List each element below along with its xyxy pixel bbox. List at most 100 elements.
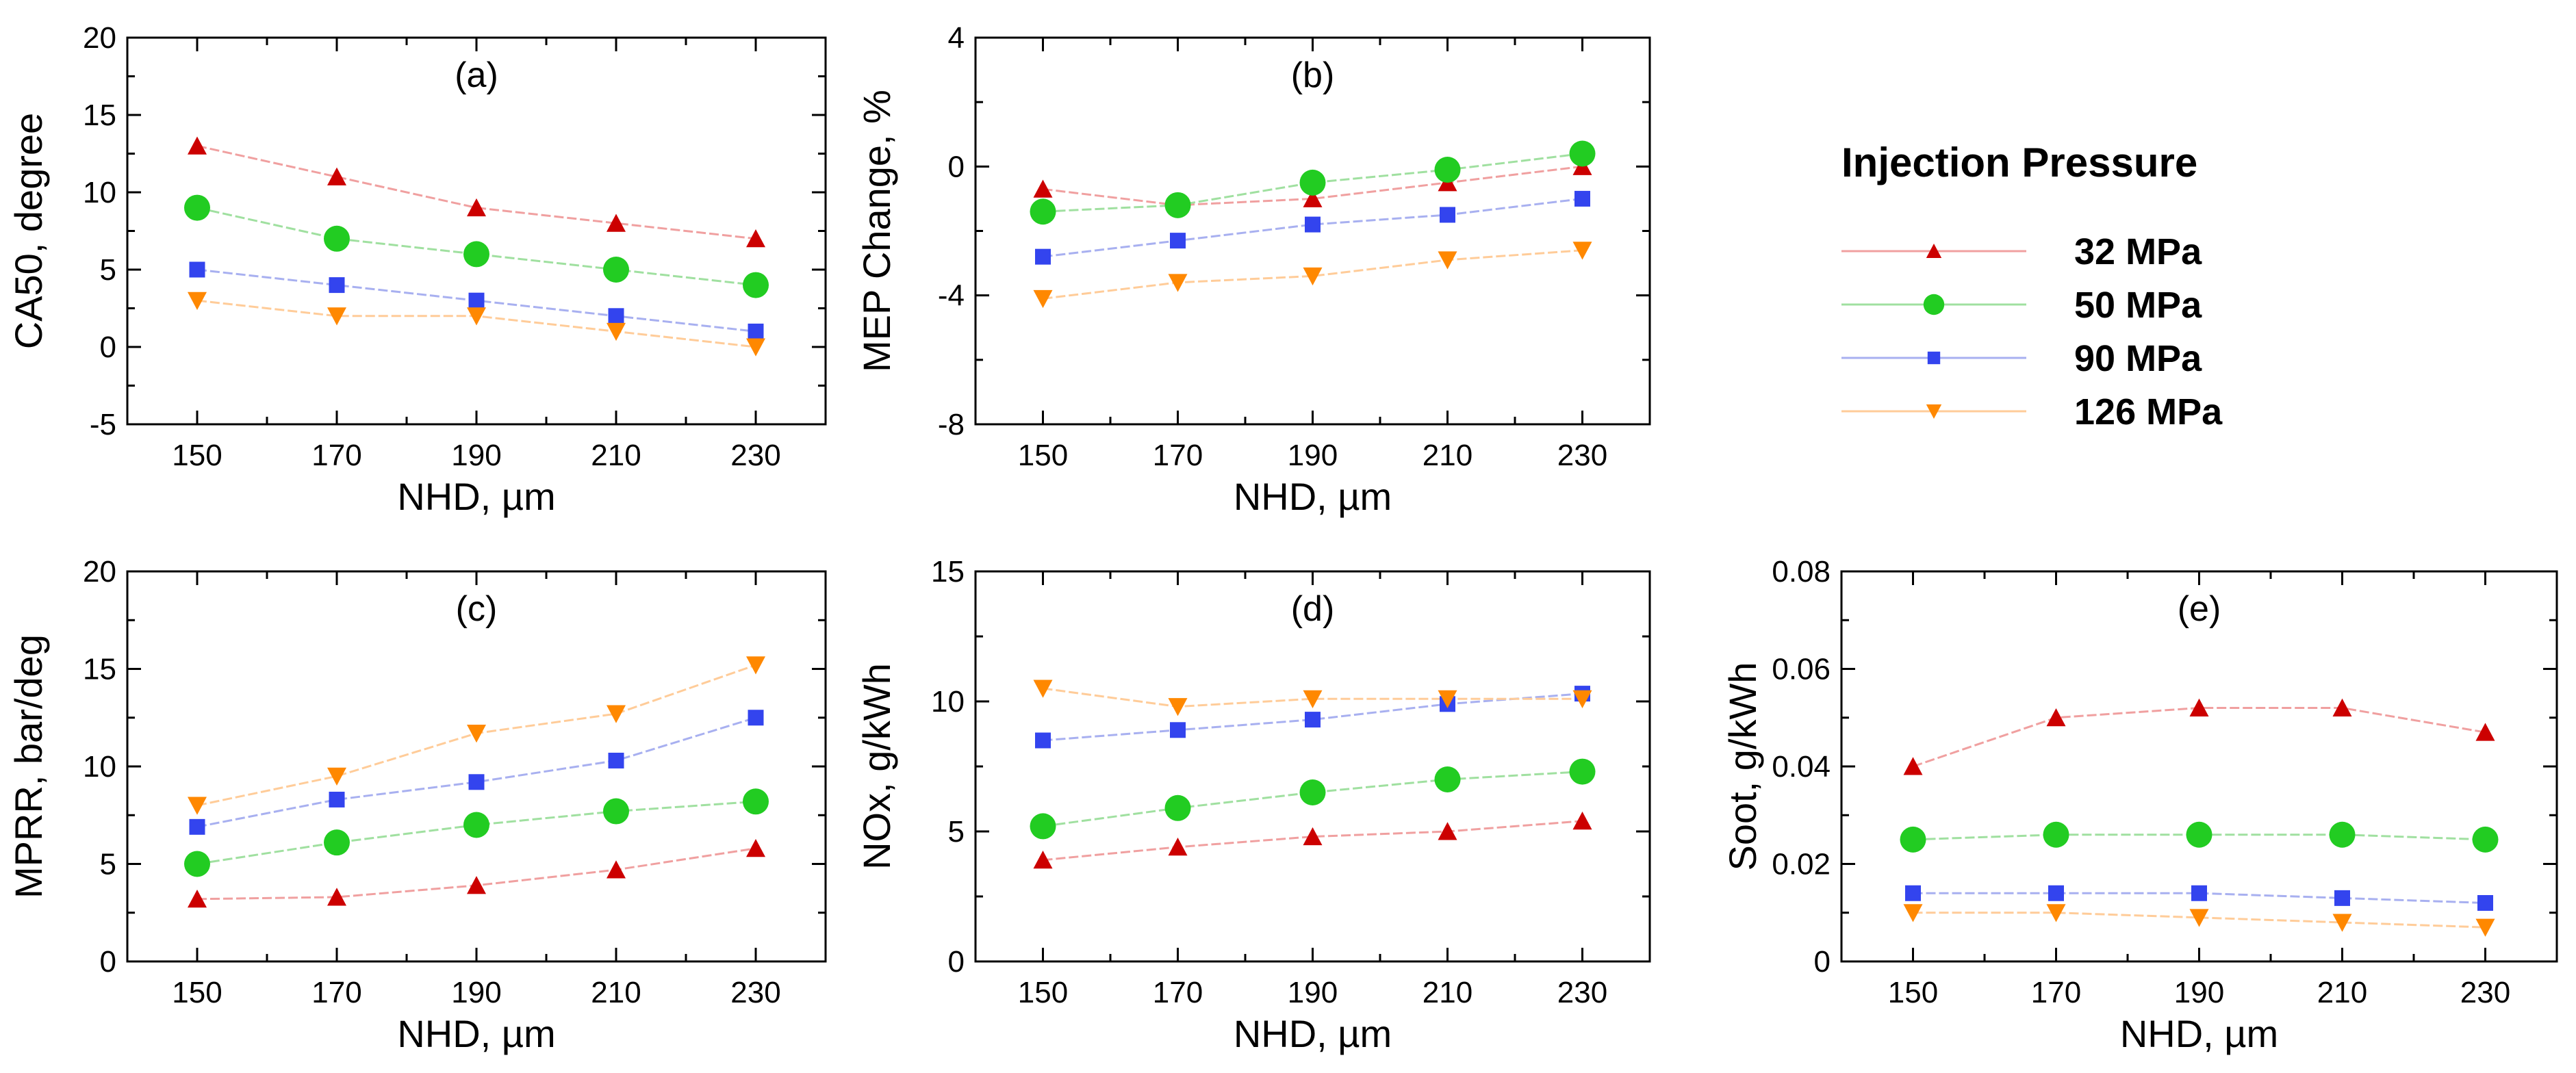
x-axis-title: NHD, µm	[2120, 1012, 2278, 1055]
y-axis-title: Soot, g/kWh	[1721, 662, 1764, 870]
data-point-50-MPa	[603, 257, 629, 283]
data-point-50-MPa	[1030, 813, 1056, 840]
legend-label: 126 MPa	[2074, 391, 2223, 432]
data-point-126-MPa	[327, 767, 346, 786]
data-point-50-MPa	[1299, 169, 1326, 196]
data-point-126-MPa	[1168, 274, 1188, 292]
legend-item-90-MPa: 90 MPa	[1841, 338, 2202, 379]
data-point-32-MPa	[1303, 827, 1323, 846]
data-point-126-MPa	[2046, 904, 2066, 922]
data-point-90-MPa	[1905, 885, 1921, 901]
y-tick-label: 5	[100, 848, 116, 881]
y-tick-label: 0.06	[1772, 653, 1831, 686]
series-line-126-MPa	[1043, 687, 1583, 708]
data-point-50-MPa	[603, 798, 629, 825]
data-point-126-MPa	[1572, 242, 1592, 260]
x-tick-label: 170	[1153, 439, 1203, 472]
series-line-126-MPa	[1043, 249, 1583, 300]
data-point-32-MPa	[1033, 179, 1053, 198]
data-point-90-MPa	[1574, 190, 1590, 207]
data-point-126-MPa	[746, 338, 765, 357]
data-point-32-MPa	[2332, 698, 2352, 716]
x-tick-label: 190	[451, 439, 501, 472]
data-point-90-MPa	[1170, 722, 1186, 738]
legend-label: 50 MPa	[2074, 285, 2202, 326]
y-tick-label: 15	[83, 653, 116, 686]
y-tick-label: 5	[948, 815, 965, 849]
panel-label: (b)	[1291, 55, 1335, 95]
data-point-90-MPa	[1305, 216, 1321, 233]
data-point-90-MPa	[2334, 890, 2350, 906]
data-point-50-MPa	[743, 788, 769, 815]
legend-item-126-MPa: 126 MPa	[1841, 391, 2223, 432]
data-point-32-MPa	[2046, 708, 2066, 727]
series-line-90-MPa	[196, 716, 756, 828]
data-point-126-MPa	[1438, 690, 1457, 708]
data-point-50-MPa	[1434, 157, 1461, 183]
data-point-126-MPa	[1033, 680, 1053, 698]
data-point-90-MPa	[2477, 895, 2493, 911]
x-tick-label: 190	[2174, 976, 2224, 1009]
x-tick-label: 190	[1288, 439, 1338, 472]
data-point-90-MPa	[2191, 885, 2207, 901]
legend-item-50-MPa: 50 MPa	[1841, 285, 2202, 326]
data-point-126-MPa	[2189, 909, 2209, 927]
y-tick-label: 0	[100, 945, 116, 979]
data-point-32-MPa	[467, 876, 486, 894]
y-tick-label: 0	[1814, 945, 1831, 979]
data-point-50-MPa	[743, 272, 769, 298]
x-tick-label: 150	[172, 439, 222, 472]
y-tick-label: -4	[938, 279, 965, 313]
x-axis-title: NHD, µm	[1234, 475, 1392, 518]
y-tick-label: 15	[83, 99, 116, 132]
data-point-126-MPa	[2475, 918, 2495, 937]
data-point-32-MPa	[607, 214, 626, 232]
chart-panel-c: 0 5 10 15 20 150 170 190 210 230 NHD, µm MPRR, bar/…	[7, 555, 827, 1055]
data-point-32-MPa	[188, 890, 207, 908]
data-point-50-MPa	[324, 225, 350, 252]
data-point-50-MPa	[2186, 821, 2212, 848]
y-tick-label: 0	[948, 945, 965, 979]
data-point-50-MPa	[1164, 192, 1191, 218]
data-point-50-MPa	[1569, 140, 1596, 167]
x-tick-label: 210	[1423, 439, 1472, 472]
y-tick-label: 20	[83, 555, 116, 589]
data-point-126-MPa	[1572, 690, 1592, 708]
x-axis-title: NHD, µm	[1234, 1012, 1392, 1055]
x-tick-label: 150	[1888, 976, 1938, 1009]
y-tick-label: 0	[948, 150, 965, 183]
y-tick-label: -5	[90, 408, 116, 441]
plot-frame	[1840, 570, 2558, 963]
data-point-50-MPa	[1299, 779, 1326, 805]
y-axis-title: MEP Change, %	[855, 90, 898, 372]
legend-label: 90 MPa	[2074, 338, 2202, 379]
data-point-50-MPa	[1030, 198, 1056, 225]
data-point-32-MPa	[2189, 698, 2209, 716]
x-tick-label: 150	[172, 976, 222, 1009]
panel-label: (a)	[455, 55, 498, 95]
x-tick-label: 190	[1288, 976, 1338, 1009]
data-point-50-MPa	[184, 851, 210, 877]
data-point-126-MPa	[746, 656, 765, 675]
panel-label: (e)	[2178, 589, 2221, 629]
data-point-126-MPa	[607, 322, 626, 341]
data-point-126-MPa	[188, 292, 207, 310]
panel-label: (c)	[456, 589, 498, 629]
data-point-126-MPa	[467, 725, 486, 743]
data-point-90-MPa	[608, 308, 624, 324]
x-tick-label: 190	[451, 976, 501, 1009]
x-tick-label: 210	[1423, 976, 1472, 1009]
data-point-32-MPa	[467, 198, 486, 217]
data-point-126-MPa	[1303, 690, 1323, 708]
data-point-50-MPa	[463, 241, 489, 268]
x-tick-label: 230	[2460, 976, 2510, 1009]
data-point-126-MPa	[1033, 289, 1053, 309]
series-line-32-MPa	[1043, 820, 1583, 862]
data-point-90-MPa	[189, 818, 205, 835]
data-point-90-MPa	[1035, 732, 1051, 749]
data-point-126-MPa	[327, 307, 346, 326]
y-tick-label: 10	[83, 176, 116, 209]
data-point-50-MPa	[2329, 821, 2356, 848]
legend: Injection Pressure 32 MPa 50 MPa 90 MPa 126…	[1841, 140, 2223, 432]
